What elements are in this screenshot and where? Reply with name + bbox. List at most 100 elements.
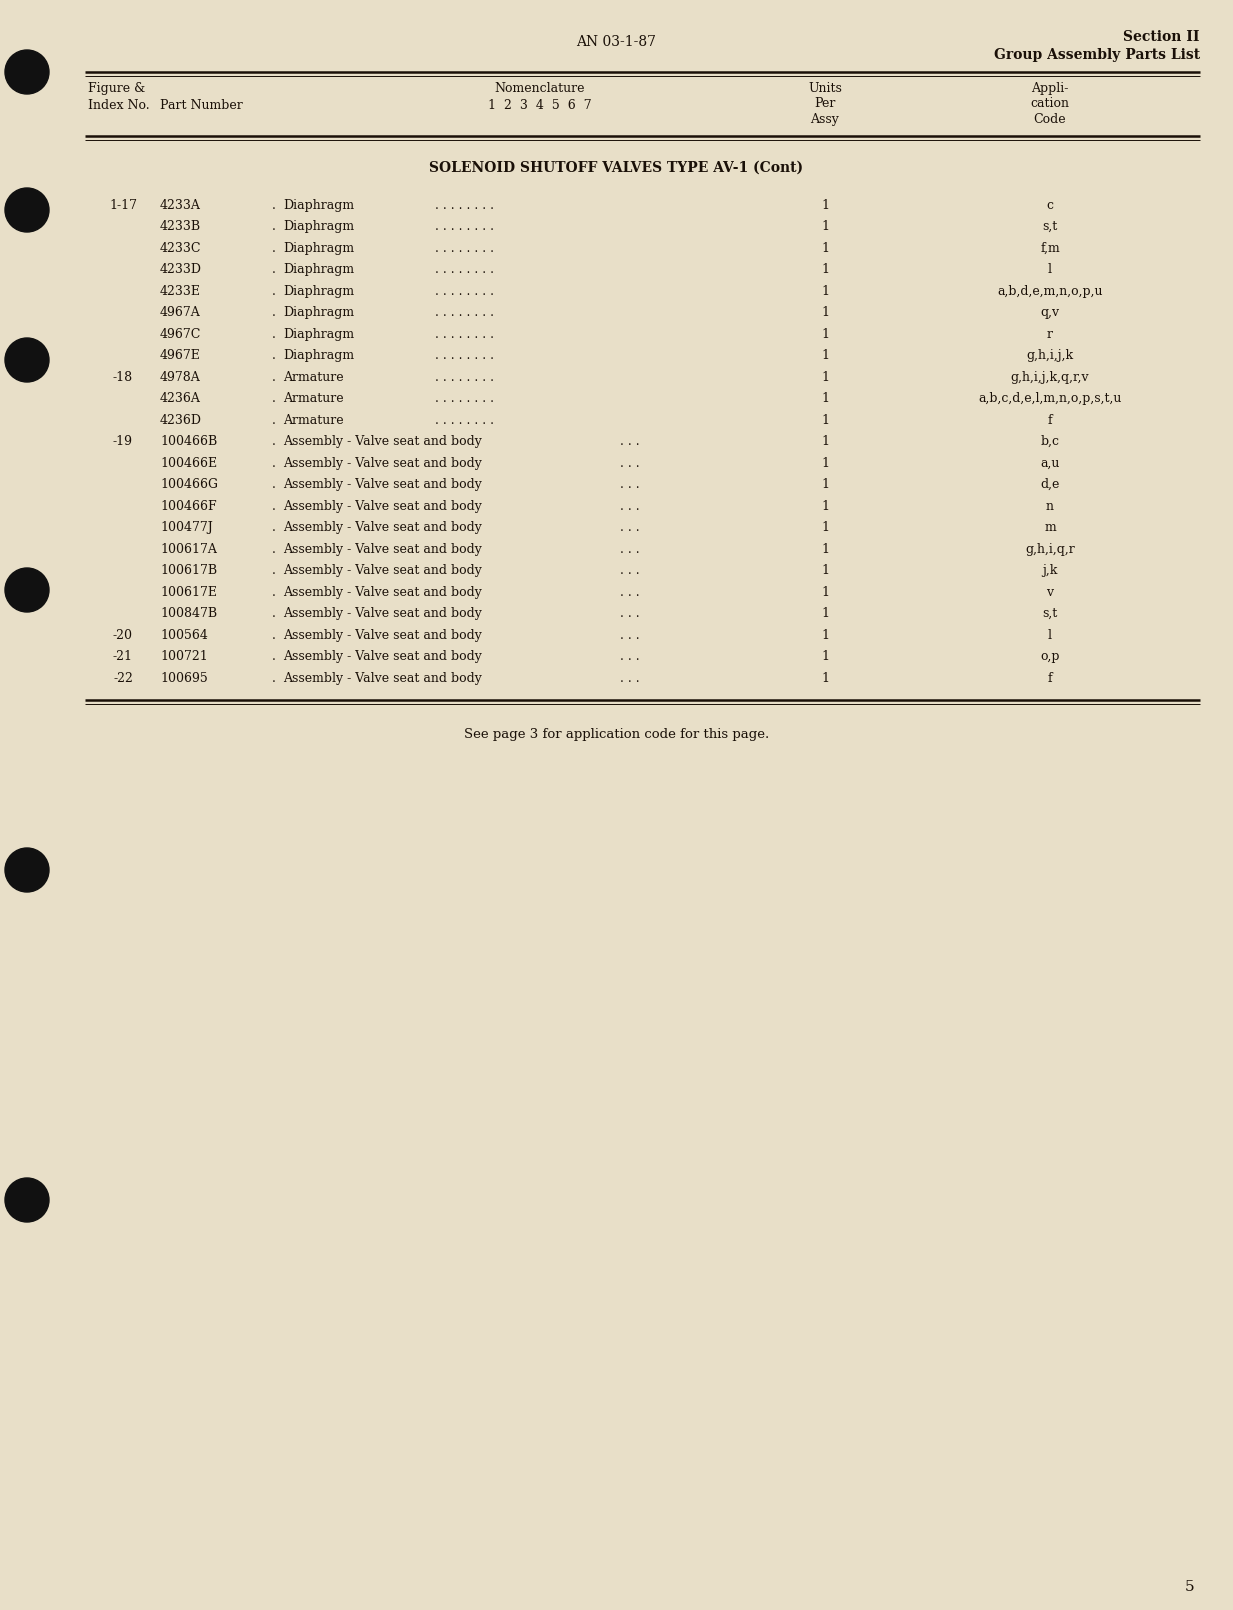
Text: Diaphragm: Diaphragm — [284, 221, 354, 233]
Text: s,t: s,t — [1042, 607, 1058, 620]
Text: . . . . . . . .: . . . . . . . . — [435, 327, 494, 341]
Text: j,k: j,k — [1042, 564, 1058, 576]
Text: .: . — [272, 478, 276, 491]
Text: 1: 1 — [821, 435, 829, 448]
Text: .: . — [272, 607, 276, 620]
Text: b,c: b,c — [1041, 435, 1059, 448]
Text: Armature: Armature — [284, 393, 344, 406]
Text: .: . — [272, 499, 276, 512]
Text: 5: 5 — [1185, 1579, 1195, 1594]
Text: 1: 1 — [821, 522, 829, 535]
Text: Assembly - Valve seat and body: Assembly - Valve seat and body — [284, 522, 482, 535]
Text: Diaphragm: Diaphragm — [284, 198, 354, 211]
Text: 1: 1 — [821, 285, 829, 298]
Text: Index No.: Index No. — [88, 98, 149, 113]
Text: 4978A: 4978A — [160, 370, 201, 383]
Text: l: l — [1048, 262, 1052, 275]
Text: Assembly - Valve seat and body: Assembly - Valve seat and body — [284, 543, 482, 555]
Circle shape — [5, 50, 49, 93]
Text: -22: -22 — [113, 671, 133, 684]
Text: .: . — [272, 242, 276, 254]
Circle shape — [5, 848, 49, 892]
Text: 1: 1 — [821, 242, 829, 254]
Text: Diaphragm: Diaphragm — [284, 285, 354, 298]
Text: Assembly - Valve seat and body: Assembly - Valve seat and body — [284, 586, 482, 599]
Text: Assembly - Valve seat and body: Assembly - Valve seat and body — [284, 650, 482, 663]
Text: 1: 1 — [821, 349, 829, 362]
Text: a,b,d,e,m,n,o,p,u: a,b,d,e,m,n,o,p,u — [997, 285, 1102, 298]
Text: a,u: a,u — [1041, 457, 1059, 470]
Text: . . .: . . . — [620, 457, 640, 470]
Text: 1: 1 — [821, 393, 829, 406]
Text: 100466G: 100466G — [160, 478, 218, 491]
Text: 1: 1 — [821, 628, 829, 642]
Text: .: . — [272, 564, 276, 576]
Text: .: . — [272, 414, 276, 427]
Text: . . .: . . . — [620, 607, 640, 620]
Text: n: n — [1046, 499, 1054, 512]
Text: 4233C: 4233C — [160, 242, 201, 254]
Text: -21: -21 — [113, 650, 133, 663]
Text: 4233D: 4233D — [160, 262, 202, 275]
Text: 1-17: 1-17 — [109, 198, 137, 211]
Text: Assembly - Valve seat and body: Assembly - Valve seat and body — [284, 564, 482, 576]
Text: .: . — [272, 522, 276, 535]
Text: . . . . . . . .: . . . . . . . . — [435, 221, 494, 233]
Text: . . .: . . . — [620, 650, 640, 663]
Text: 1  2  3  4  5  6  7: 1 2 3 4 5 6 7 — [488, 98, 592, 113]
Circle shape — [5, 188, 49, 232]
Text: -18: -18 — [113, 370, 133, 383]
Text: . . .: . . . — [620, 671, 640, 684]
Text: g,h,i,q,r: g,h,i,q,r — [1025, 543, 1075, 555]
Text: Assy: Assy — [810, 113, 840, 126]
Text: 100695: 100695 — [160, 671, 207, 684]
Text: g,h,i,j,k,q,r,v: g,h,i,j,k,q,r,v — [1011, 370, 1089, 383]
Text: . . .: . . . — [620, 435, 640, 448]
Text: 100466F: 100466F — [160, 499, 217, 512]
Text: . . . . . . . .: . . . . . . . . — [435, 393, 494, 406]
Text: 1: 1 — [821, 499, 829, 512]
Text: 1: 1 — [821, 221, 829, 233]
Text: q,v: q,v — [1041, 306, 1059, 319]
Text: 4967A: 4967A — [160, 306, 201, 319]
Text: s,t: s,t — [1042, 221, 1058, 233]
Text: 1: 1 — [821, 327, 829, 341]
Text: .: . — [272, 457, 276, 470]
Text: g,h,i,j,k: g,h,i,j,k — [1026, 349, 1074, 362]
Text: 4967E: 4967E — [160, 349, 201, 362]
Text: . . . . . . . .: . . . . . . . . — [435, 262, 494, 275]
Text: 100617B: 100617B — [160, 564, 217, 576]
Text: 1: 1 — [821, 543, 829, 555]
Text: 1: 1 — [821, 306, 829, 319]
Text: Section II: Section II — [1123, 31, 1200, 43]
Text: .: . — [272, 198, 276, 211]
Text: Diaphragm: Diaphragm — [284, 327, 354, 341]
Text: 4233A: 4233A — [160, 198, 201, 211]
Text: 1: 1 — [821, 457, 829, 470]
Text: 4236D: 4236D — [160, 414, 202, 427]
Text: Per: Per — [814, 97, 836, 111]
Text: d,e: d,e — [1041, 478, 1059, 491]
Text: .: . — [272, 327, 276, 341]
Text: 4236A: 4236A — [160, 393, 201, 406]
Text: .: . — [272, 221, 276, 233]
Text: 100721: 100721 — [160, 650, 207, 663]
Text: Assembly - Valve seat and body: Assembly - Valve seat and body — [284, 671, 482, 684]
Text: cation: cation — [1031, 97, 1069, 111]
Text: 1: 1 — [821, 262, 829, 275]
Text: 100466E: 100466E — [160, 457, 217, 470]
Text: . . . . . . . .: . . . . . . . . — [435, 414, 494, 427]
Circle shape — [5, 1179, 49, 1222]
Text: 1: 1 — [821, 478, 829, 491]
Text: . . .: . . . — [620, 478, 640, 491]
Text: Assembly - Valve seat and body: Assembly - Valve seat and body — [284, 499, 482, 512]
Text: .: . — [272, 285, 276, 298]
Text: . . .: . . . — [620, 628, 640, 642]
Text: . . . . . . . .: . . . . . . . . — [435, 242, 494, 254]
Text: 1: 1 — [821, 370, 829, 383]
Text: .: . — [272, 370, 276, 383]
Text: Diaphragm: Diaphragm — [284, 262, 354, 275]
Text: 4233B: 4233B — [160, 221, 201, 233]
Circle shape — [5, 568, 49, 612]
Text: . . . . . . . .: . . . . . . . . — [435, 198, 494, 211]
